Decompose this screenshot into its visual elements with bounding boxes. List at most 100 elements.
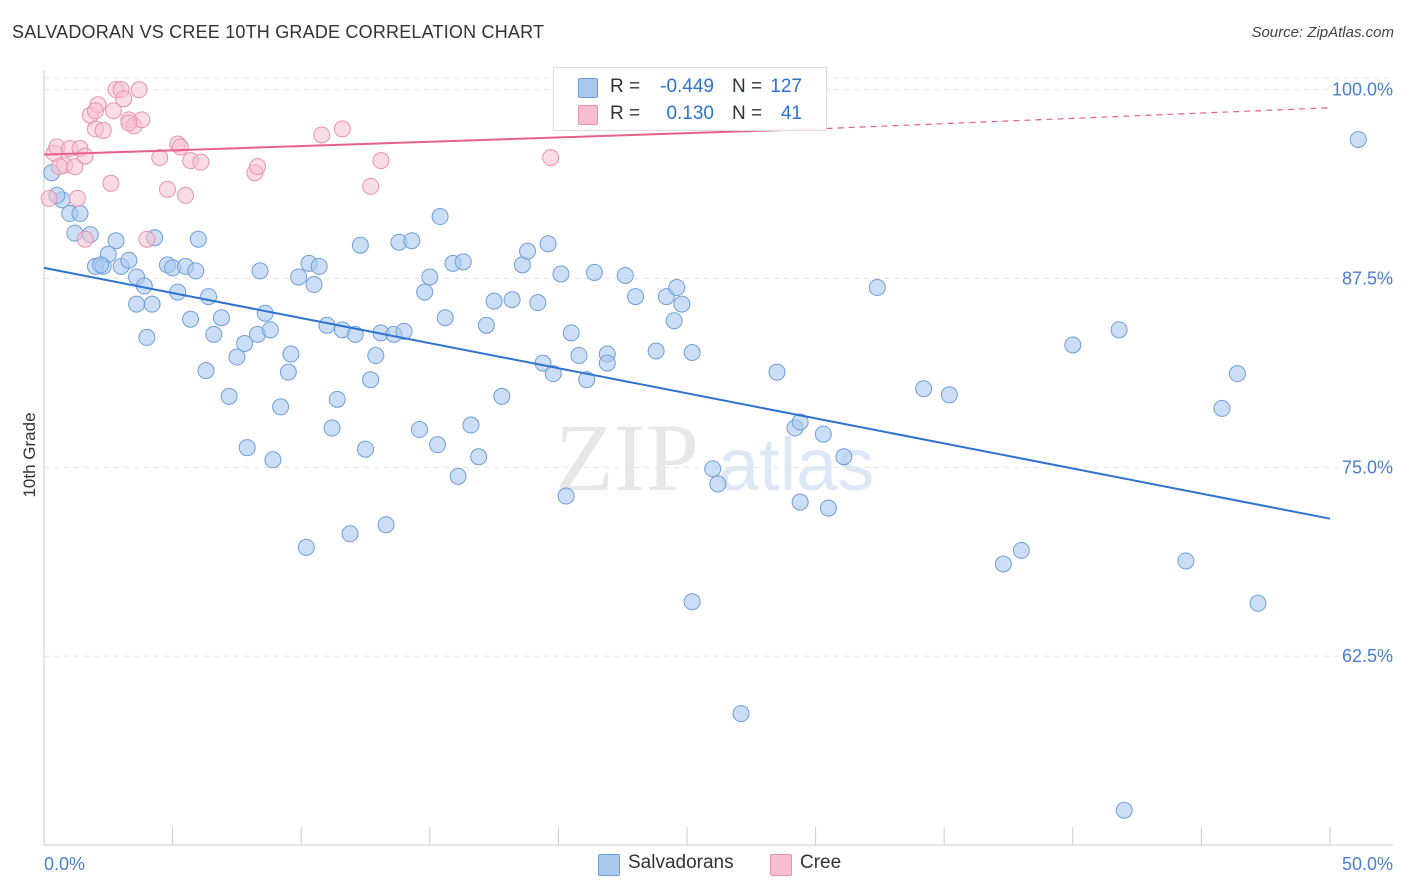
bottom-legend-label: Salvadorans xyxy=(628,852,734,873)
salvadoran-point xyxy=(1228,365,1246,383)
salvadoran-point xyxy=(1349,130,1367,148)
salvadoran-point xyxy=(562,324,580,342)
legend-n-value: 127 xyxy=(770,76,802,97)
cree-point xyxy=(192,153,210,171)
salvadoran-point xyxy=(683,344,701,362)
salvadoran-point xyxy=(220,387,238,405)
salvadoran-point xyxy=(411,421,429,439)
salvadoran-point xyxy=(318,316,336,334)
correlation-legend: R = -0.449 N = 127 R = 0.130 N = 41 xyxy=(553,67,827,131)
cree-point xyxy=(120,114,138,132)
salvadoran-point xyxy=(310,257,328,275)
cree-point xyxy=(333,120,351,138)
legend-r-label: R = xyxy=(610,76,641,97)
salvadoran-point xyxy=(92,256,110,274)
salvadoran-point xyxy=(282,345,300,363)
salvadoran-point xyxy=(403,232,421,250)
salvadoran-point xyxy=(673,295,691,313)
legend-n-label: N = xyxy=(732,103,763,124)
salvadoran-point xyxy=(187,262,205,280)
salvadoran-point xyxy=(544,365,562,383)
salvadoran-point xyxy=(539,235,557,253)
legend-r-value: 0.130 xyxy=(666,103,714,124)
salvadoran-point xyxy=(578,371,596,389)
cree-point xyxy=(151,149,169,167)
salvadoran-point xyxy=(120,251,138,269)
salvadoran-point xyxy=(570,347,588,365)
salvadoran-point xyxy=(616,266,634,284)
salvadoran-point xyxy=(627,288,645,306)
salvadoran-point xyxy=(868,279,886,297)
salvadoran-point xyxy=(552,265,570,283)
salvadoran-point xyxy=(328,390,346,408)
salvadoran-point xyxy=(683,593,701,611)
x-tick-label-min: 0.0% xyxy=(44,854,85,874)
salvadoran-point xyxy=(143,295,161,313)
chart-title: SALVADORAN VS CREE 10TH GRADE CORRELATIO… xyxy=(12,22,545,42)
salvadoran-point xyxy=(1064,336,1082,354)
cree-point xyxy=(50,158,68,176)
salvadoran-point xyxy=(272,398,290,416)
salvadoran-point xyxy=(395,322,413,340)
salvadoran-point xyxy=(585,263,603,281)
x-tick-label-max: 50.0% xyxy=(1342,854,1393,874)
salvadoran-point xyxy=(1012,541,1030,559)
salvadoran-point xyxy=(261,321,279,339)
salvadoran-point xyxy=(1177,552,1195,570)
salvadoran-point xyxy=(429,436,447,454)
salvadoran-point xyxy=(212,309,230,327)
bottom-legend-label: Cree xyxy=(800,852,842,873)
salvadoran-point xyxy=(791,493,809,511)
salvadoran-point xyxy=(819,499,837,517)
legend-n-value: 41 xyxy=(780,103,802,124)
y-tick-label: 100.0% xyxy=(1332,80,1393,100)
salvadoran-point xyxy=(377,516,395,534)
y-tick-label: 62.5% xyxy=(1342,646,1393,666)
salvadoran-point xyxy=(251,262,269,280)
salvadoran-point xyxy=(835,448,853,466)
salvadoran-point xyxy=(351,236,369,254)
cree-trend-line-extension xyxy=(815,107,1331,130)
salvadoran-point xyxy=(493,387,511,405)
cree-point xyxy=(138,230,156,248)
salvadoran-point xyxy=(367,347,385,365)
salvadoran-point xyxy=(357,440,374,458)
legend-row-cree: R = 0.130 N = 41 xyxy=(554,101,826,127)
blue-swatch xyxy=(598,854,620,876)
salvadoran-point xyxy=(1249,594,1267,612)
cree-point xyxy=(104,102,122,120)
cree-point xyxy=(372,152,390,170)
pink-swatch xyxy=(578,105,598,125)
salvadoran-point xyxy=(814,425,832,443)
cree-point xyxy=(86,102,104,120)
salvadoran-point xyxy=(341,525,359,543)
salvadoran-point xyxy=(1110,321,1128,339)
cree-points xyxy=(40,81,560,248)
salvadoran-point xyxy=(454,253,472,271)
salvadoran-point xyxy=(256,304,274,322)
cree-point xyxy=(76,147,94,165)
salvadoran-point xyxy=(940,386,958,404)
cree-point xyxy=(158,180,176,198)
salvadoran-point xyxy=(297,538,315,556)
salvadoran-point xyxy=(71,205,89,223)
pink-swatch xyxy=(770,854,792,876)
gridlines xyxy=(44,77,1393,657)
salvadoran-point xyxy=(994,555,1012,573)
salvadoran-point xyxy=(200,288,218,306)
salvadoran-point xyxy=(362,371,380,389)
salvadoran-point xyxy=(709,475,727,493)
salvadoran-point xyxy=(436,309,454,327)
salvadoran-point xyxy=(915,380,933,398)
cree-point xyxy=(115,90,133,108)
salvadoran-point xyxy=(197,362,215,380)
salvadoran-point xyxy=(1115,801,1133,819)
salvadoran-point xyxy=(470,448,488,466)
legend-row-salvadorans: R = -0.449 N = 127 xyxy=(554,74,826,100)
salvadoran-point xyxy=(107,232,125,250)
salvadoran-point xyxy=(598,354,616,372)
cree-point xyxy=(171,138,189,156)
salvadoran-point xyxy=(485,292,503,310)
salvadoran-point xyxy=(704,460,722,478)
